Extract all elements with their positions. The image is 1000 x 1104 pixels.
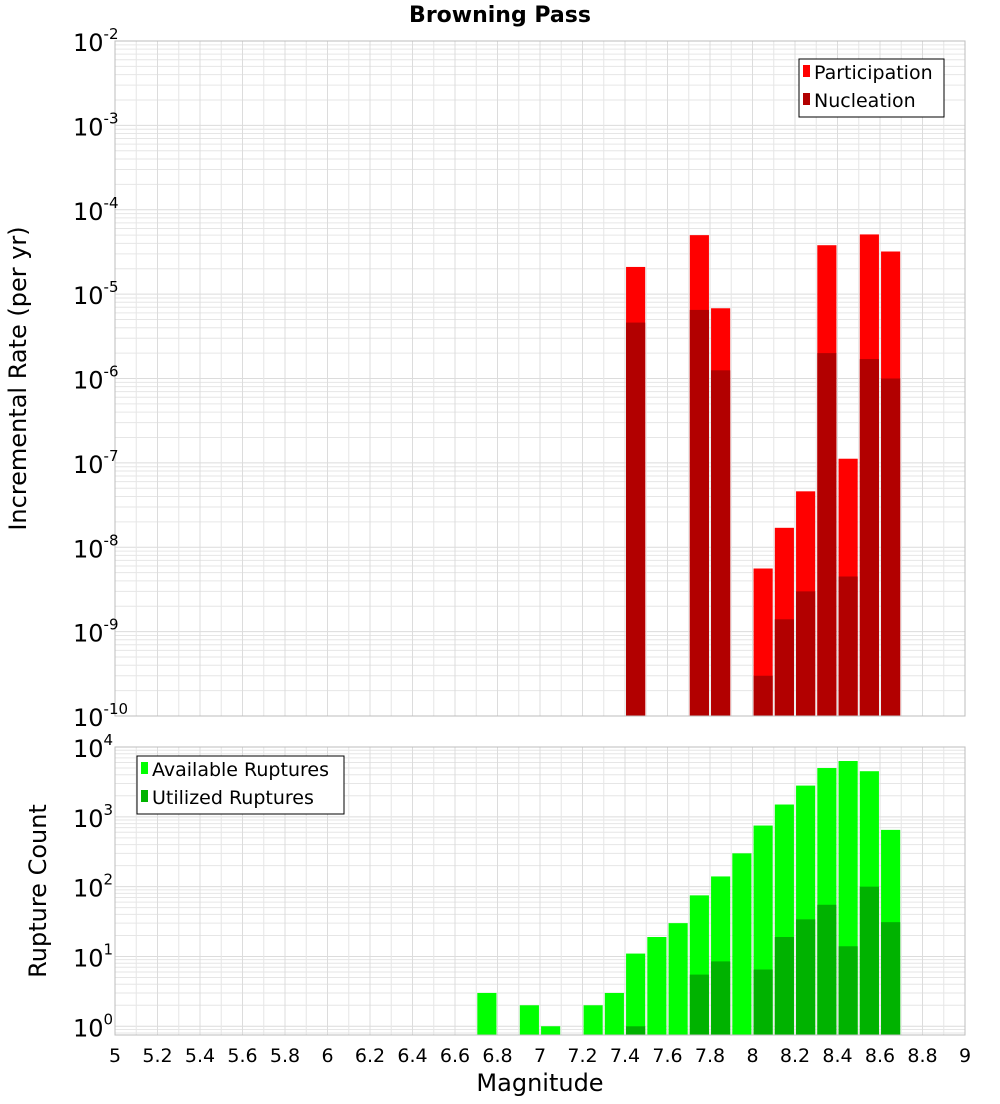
legend-label: Available Ruptures	[152, 759, 329, 781]
legend-box	[136, 755, 345, 815]
y-tick-label: 10-9	[73, 616, 119, 648]
x-tick-label: 6.2	[355, 1045, 385, 1067]
y-tick-label: 10-4	[73, 194, 119, 226]
bar-nucleation	[689, 309, 709, 716]
legend-swatch	[803, 65, 810, 77]
bar-utilized-ruptures	[753, 969, 773, 1035]
y-axis-label: Incremental Rate (per yr)	[4, 226, 32, 530]
plot-frame	[114, 746, 966, 1036]
x-tick-label: 8.6	[865, 1045, 895, 1067]
x-tick-label: 7.8	[695, 1045, 725, 1067]
plot-frame	[114, 40, 966, 717]
y-tick-label: 10-6	[73, 363, 119, 395]
y-tick-label: 10-2	[73, 25, 119, 57]
y-tick-label: 10-5	[73, 278, 119, 310]
bar-utilized-ruptures	[838, 946, 858, 1035]
bar-available-ruptures	[732, 853, 752, 1035]
x-tick-label: 7.4	[610, 1045, 640, 1067]
bar-nucleation	[817, 353, 837, 716]
x-tick-label: 6.8	[482, 1045, 512, 1067]
bar-available-ruptures	[477, 992, 497, 1035]
legend-swatch	[141, 790, 148, 802]
x-tick-label: 5	[109, 1045, 121, 1067]
bar-nucleation	[774, 619, 794, 716]
x-tick-label: 8.2	[780, 1045, 810, 1067]
panel-count: 100 101 102 103 104 Rupture Count Available Ru…	[24, 731, 966, 1042]
bar-utilized-ruptures	[796, 919, 816, 1035]
bar-available-ruptures	[583, 1005, 603, 1035]
x-tick-label: 6	[321, 1045, 333, 1067]
bar-utilized-ruptures	[881, 922, 901, 1035]
bar-available-ruptures	[668, 923, 688, 1035]
bar-available-ruptures	[604, 992, 624, 1035]
y-tick-label: 104	[73, 731, 113, 763]
bar-nucleation	[626, 322, 646, 716]
bar-utilized-ruptures	[774, 937, 794, 1035]
y-tick-label: 103	[73, 801, 113, 833]
bar-utilized-ruptures	[711, 961, 731, 1035]
bar-utilized-ruptures	[817, 904, 837, 1035]
bar-utilized-ruptures	[859, 886, 879, 1035]
y-tick-label: 10-7	[73, 447, 119, 479]
y-tick-label: 10-10	[73, 700, 128, 732]
x-tick-label: 8.8	[907, 1045, 937, 1067]
bar-utilized-ruptures	[626, 1026, 646, 1035]
x-tick-label: 5.6	[227, 1045, 257, 1067]
bar-available-ruptures	[647, 937, 667, 1035]
bar-available-ruptures	[519, 1005, 539, 1035]
x-tick-label: 7	[534, 1045, 546, 1067]
legend: Available Ruptures Utilized Ruptures	[136, 755, 345, 815]
x-tick-label: 5.4	[185, 1045, 215, 1067]
x-tick-label: 7.6	[652, 1045, 682, 1067]
x-tick-label: 5.8	[270, 1045, 300, 1067]
bar-nucleation	[838, 576, 858, 716]
x-tick-label: 6.4	[397, 1045, 427, 1067]
bar-available-ruptures	[541, 1026, 561, 1035]
x-tick-label: 8	[746, 1045, 758, 1067]
y-tick-label: 101	[73, 940, 113, 972]
bar-nucleation	[859, 359, 879, 716]
x-tick-label: 5.2	[142, 1045, 172, 1067]
x-tick-label: 7.2	[567, 1045, 597, 1067]
x-tick-label: 8.4	[822, 1045, 852, 1067]
legend-label: Nucleation	[814, 90, 916, 112]
x-axis-label: Magnitude	[476, 1069, 603, 1097]
y-tick-label: 10-8	[73, 531, 119, 563]
bar-nucleation	[753, 675, 773, 716]
bar-utilized-ruptures	[689, 974, 709, 1035]
y-axis-label: Rupture Count	[24, 804, 52, 978]
panel-rate: 10-10 10-9 10-8 10-7 10-6 10-5 10-4 10-3 10-2 Inc…	[4, 25, 966, 732]
bar-available-ruptures	[626, 953, 646, 1035]
y-tick-label: 102	[73, 871, 113, 903]
legend-label: Utilized Ruptures	[152, 787, 314, 809]
y-tick-label: 100	[73, 1010, 113, 1042]
legend-box	[798, 58, 945, 118]
legend-label: Participation	[814, 62, 933, 84]
y-tick-label: 10-3	[73, 109, 119, 141]
bar-nucleation	[711, 370, 731, 716]
chart-title: Browning Pass	[409, 3, 591, 28]
bar-nucleation	[881, 378, 901, 716]
legend: Participation Nucleation	[798, 58, 945, 118]
x-tick-label: 9	[959, 1045, 971, 1067]
legend-swatch	[141, 762, 148, 774]
legend-swatch	[803, 93, 810, 105]
bar-nucleation	[796, 591, 816, 716]
x-tick-label: 6.6	[440, 1045, 470, 1067]
